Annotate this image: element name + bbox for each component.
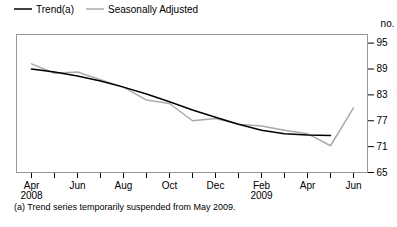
- svg-text:Jun: Jun: [345, 180, 361, 191]
- svg-text:71: 71: [377, 141, 389, 152]
- svg-text:77: 77: [377, 115, 389, 126]
- html-text:Seasonally Adjusted: Seasonally Adjusted: [108, 3, 199, 15]
- svg-text:Apr2008: Apr2008: [20, 180, 43, 201]
- svg-text:89: 89: [377, 63, 389, 74]
- svg-text:Feb2009: Feb2009: [250, 180, 273, 201]
- svg-text:Aug: Aug: [115, 180, 133, 191]
- svg-text:95: 95: [377, 37, 389, 48]
- svg-text:Oct: Oct: [162, 180, 178, 191]
- svg-text:65: 65: [377, 167, 389, 178]
- svg-text:no.: no.: [381, 18, 395, 29]
- svg-text:Dec: Dec: [207, 180, 225, 191]
- svg-text:Apr: Apr: [300, 180, 316, 191]
- html-text:Trend(a): Trend(a): [36, 3, 74, 15]
- svg-text:Jun: Jun: [69, 180, 85, 191]
- html-text:(a) Trend series temporarily s: (a) Trend series temporarily suspended f…: [14, 202, 236, 212]
- svg-text:83: 83: [377, 89, 389, 100]
